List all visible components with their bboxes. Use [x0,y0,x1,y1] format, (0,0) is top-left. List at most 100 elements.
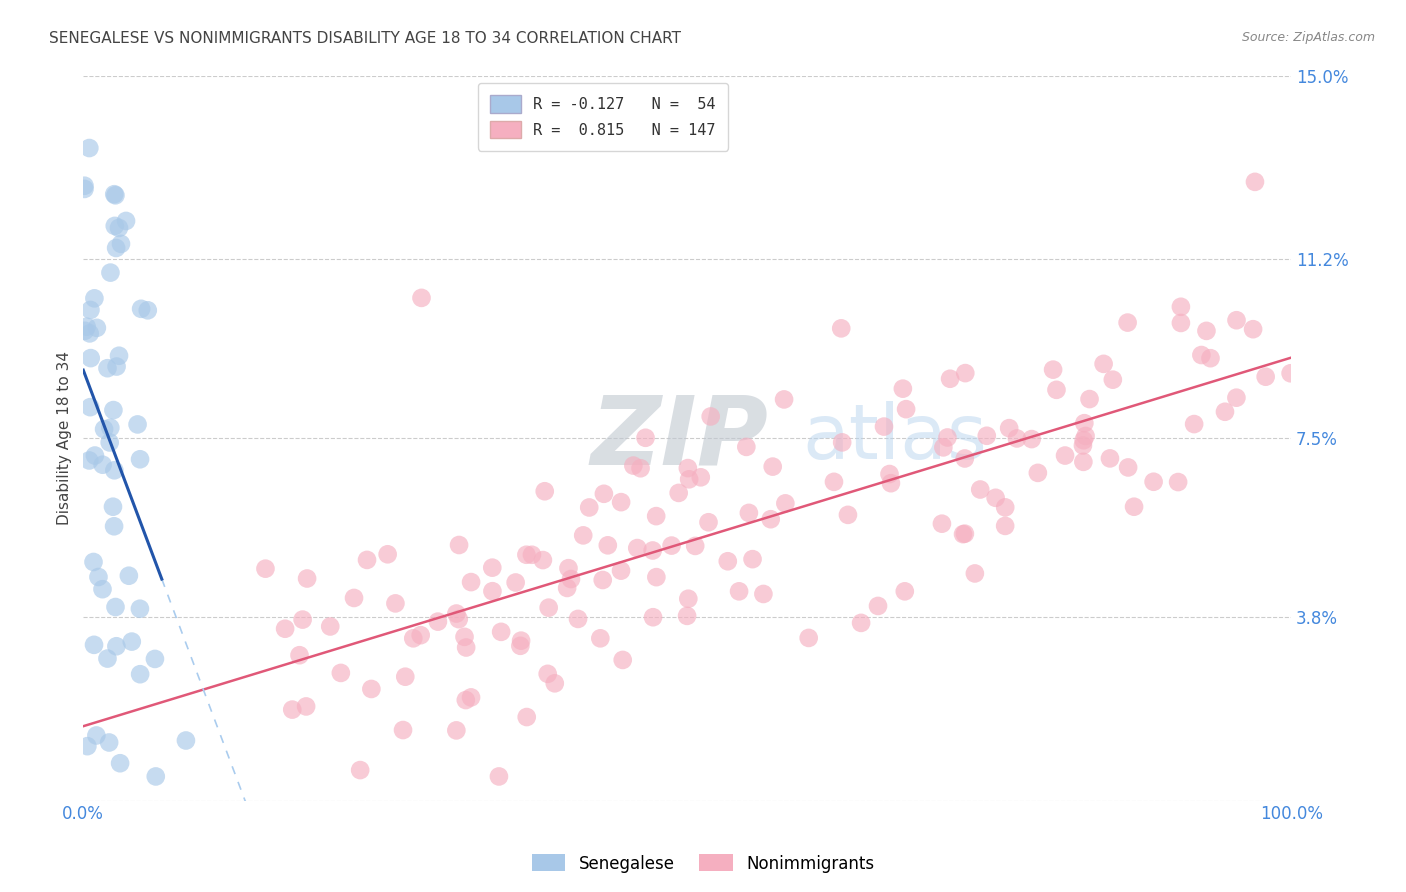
Point [1116,460,1139,475]
Point [143,652,166,666]
Point [104,600,127,615]
Point [1182,417,1205,431]
Point [93,422,115,436]
Legend: R = -0.127   N =  54, R =  0.815   N = 147: R = -0.127 N = 54, R = 0.815 N = 147 [478,83,727,151]
Point [953,526,976,541]
Point [891,382,914,396]
Point [1078,392,1101,406]
Point [360,681,382,696]
Point [879,467,901,481]
Point [118,568,141,582]
Point [621,458,644,473]
Point [641,543,664,558]
Point [1101,373,1123,387]
Point [449,538,471,552]
Point [533,484,555,499]
Point [96,361,118,376]
Point [849,615,872,630]
Point [79,302,101,317]
Point [994,519,1017,533]
Point [515,548,537,562]
Text: atlas: atlas [801,401,987,475]
Point [291,613,314,627]
Point [998,421,1021,435]
Point [108,349,131,363]
Point [1098,451,1121,466]
Point [454,693,477,707]
Point [460,690,482,705]
Point [976,429,998,443]
Point [984,491,1007,505]
Point [129,301,152,316]
Text: ZIP: ZIP [591,392,769,484]
Point [288,648,311,663]
Point [83,291,105,305]
Point [1167,475,1189,489]
Point [509,639,531,653]
Point [409,628,432,642]
Point [453,630,475,644]
Point [1254,369,1277,384]
Point [100,266,122,280]
Point [80,351,103,365]
Point [105,241,128,255]
Point [481,560,503,574]
Point [105,359,128,374]
Point [557,561,579,575]
Point [79,400,101,414]
Point [741,552,763,566]
Point [1071,438,1094,452]
Point [1195,324,1218,338]
Point [567,612,589,626]
Point [1225,313,1247,327]
Point [104,219,127,233]
Point [775,496,797,510]
Point [103,187,125,202]
Point [87,570,110,584]
Point [678,472,700,486]
Point [96,651,118,665]
Point [634,431,657,445]
Point [83,638,105,652]
Point [1116,316,1139,330]
Point [645,509,668,524]
Point [79,326,101,341]
Point [520,548,543,562]
Point [932,441,955,455]
Point [110,236,132,251]
Point [86,729,108,743]
Point [98,735,121,749]
Point [274,622,297,636]
Point [1244,175,1267,189]
Point [939,372,962,386]
Point [592,573,614,587]
Point [555,581,578,595]
Point [402,632,425,646]
Point [377,547,399,561]
Point [537,600,560,615]
Point [645,570,668,584]
Point [969,483,991,497]
Point [668,486,690,500]
Point [127,417,149,432]
Point [101,500,124,514]
Point [953,451,976,466]
Point [86,321,108,335]
Point [661,539,683,553]
Point [481,584,503,599]
Point [1045,383,1067,397]
Point [1225,391,1247,405]
Point [773,392,796,407]
Point [1042,362,1064,376]
Point [837,508,859,522]
Point [676,461,699,475]
Point [91,582,114,597]
Legend: Senegalese, Nonimmigrants: Senegalese, Nonimmigrants [524,847,882,880]
Point [349,763,371,777]
Point [531,553,554,567]
Point [1241,322,1264,336]
Point [129,452,152,467]
Point [963,566,986,581]
Y-axis label: Disability Age 18 to 34: Disability Age 18 to 34 [58,351,72,525]
Point [129,601,152,615]
